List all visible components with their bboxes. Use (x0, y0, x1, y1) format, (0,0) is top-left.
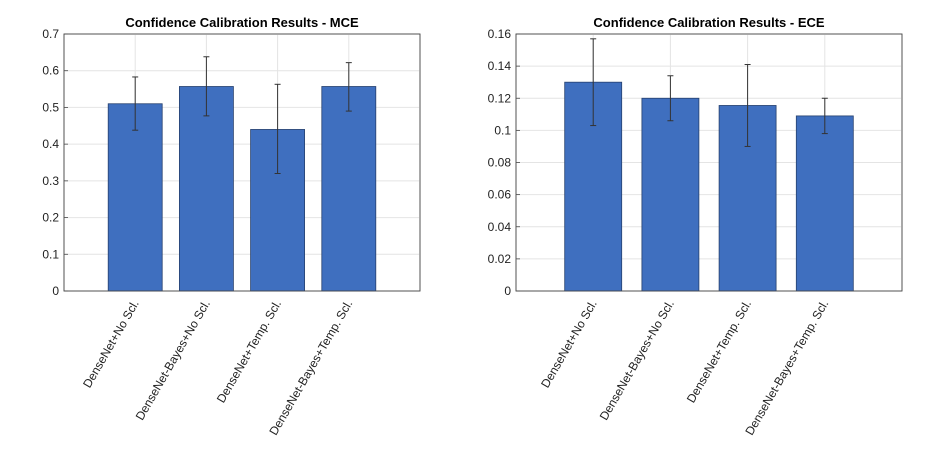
ece-bar-4 (795, 115, 854, 292)
mce-chart-title: Confidence Calibration Results - MCE (125, 15, 359, 30)
mce-error-bar-2 (203, 56, 210, 117)
mce-ytick-label: 0.5 (42, 100, 59, 114)
mce-ytick-label: 0.4 (42, 137, 59, 151)
ece-ytick-label: 0.12 (488, 91, 512, 105)
mce-bar-2 (178, 86, 234, 292)
ece-ytick-label: 0.1 (494, 123, 511, 137)
mce-error-bar-1 (132, 76, 139, 131)
ece-bar-2 (641, 97, 700, 292)
ece-ytick-label: 0.16 (488, 27, 512, 41)
mce-ytick-label: 0.7 (42, 27, 59, 41)
ece-ytick-label: 0.02 (488, 252, 512, 266)
ece-chart-title: Confidence Calibration Results - ECE (593, 15, 824, 30)
ece-error-bar-1 (590, 38, 597, 127)
ece-category-label: DenseNet-Bayes+No Scl. (597, 298, 677, 423)
mce-bar-1 (107, 103, 163, 292)
mce-ytick-label: 0.6 (42, 64, 59, 78)
mce-category-label: DenseNet-Bayes+No Scl. (133, 298, 213, 423)
mce-axes-frame (63, 33, 421, 292)
ece-chart: 0 0.02 0.04 0.06 0.08 0.1 0.12 0.14 0.16 DenseNet… (488, 15, 903, 438)
mce-error-bar-3 (274, 83, 281, 175)
ece-ytick-label: 0.06 (488, 188, 512, 202)
mce-category-label: DenseNet+Temp. Scl. (214, 298, 284, 406)
ece-error-bar-4 (821, 97, 828, 135)
ece-ytick-label: 0 (504, 284, 511, 298)
mce-ytick-label: 0.3 (42, 174, 59, 188)
mce-bar-4 (321, 86, 377, 292)
ece-ytick-label: 0.14 (488, 59, 512, 73)
mce-ytick-label: 0 (52, 284, 59, 298)
ece-category-label: DenseNet+Temp. Scl. (684, 298, 754, 406)
mce-category-label: DenseNet-Bayes+Temp. Scl. (266, 298, 355, 438)
ece-ytick-label: 0.08 (488, 156, 512, 170)
ece-category-label: DenseNet+No Scl. (538, 298, 600, 391)
mce-ytick-label: 0.2 (42, 211, 59, 225)
ece-ytick-label: 0.04 (488, 220, 512, 234)
ece-category-label: DenseNet-Bayes+Temp. Scl. (742, 298, 831, 438)
ece-error-bar-3 (744, 64, 751, 147)
mce-error-bar-4 (345, 62, 352, 112)
ece-error-bar-2 (667, 75, 674, 122)
mce-category-label: DenseNet+No Scl. (80, 298, 142, 391)
mce-ytick-label: 0.1 (42, 247, 59, 261)
